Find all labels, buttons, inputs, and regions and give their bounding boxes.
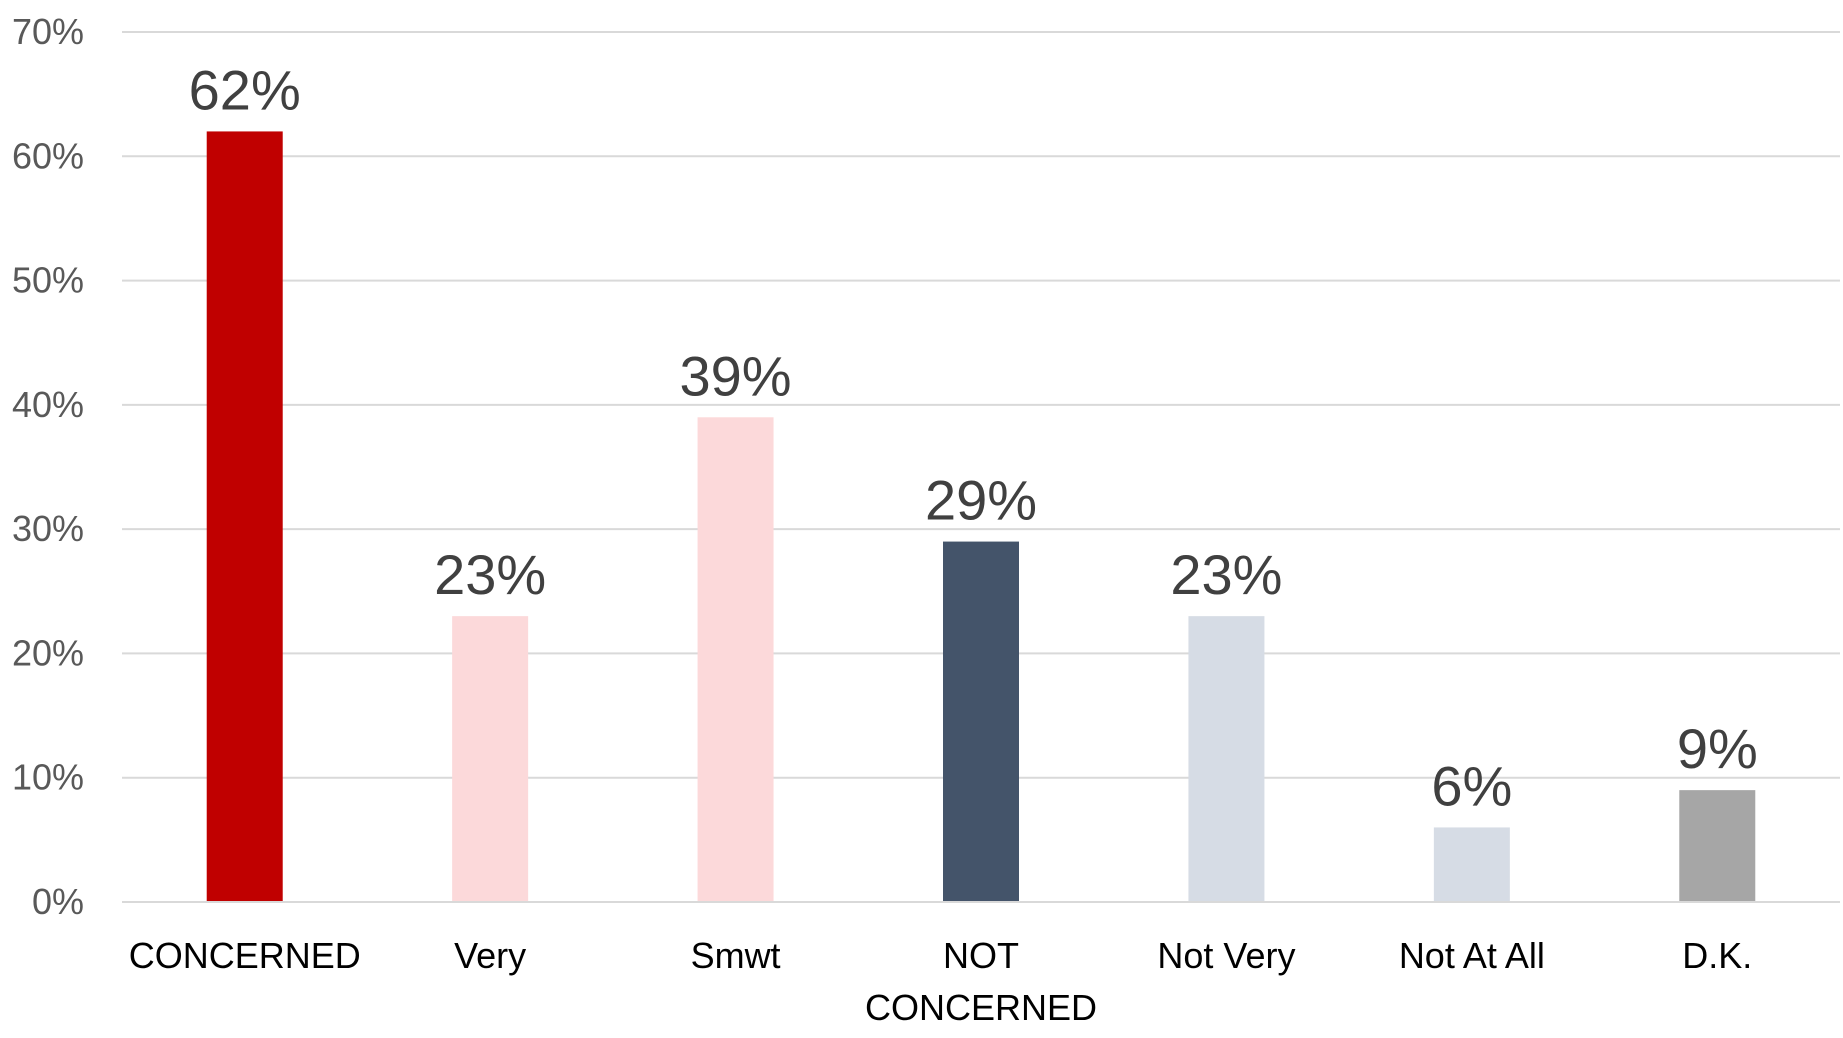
x-tick-label: D.K. (1682, 935, 1752, 976)
y-tick-label: 50% (12, 260, 84, 301)
bar (697, 417, 774, 902)
x-tick-label-line: CONCERNED (865, 987, 1097, 1028)
data-label: 6% (1431, 754, 1512, 817)
x-tick-label: Not Very (1157, 935, 1295, 976)
y-tick-label: 70% (12, 11, 84, 52)
data-label: 23% (434, 543, 546, 606)
x-tick-label: NOT CONCERNED (865, 935, 1097, 1028)
data-label: 62% (189, 58, 301, 121)
y-tick-label: 20% (12, 632, 84, 673)
x-tick-label: CONCERNED (129, 935, 361, 976)
x-tick-label-line: Very (454, 935, 526, 976)
x-tick-label-line: Not Very (1157, 935, 1295, 976)
x-axis-tick-labels: CONCERNED Very Smwt NOT CONCERNED Not Very Not… (129, 935, 1753, 1028)
bar (452, 616, 529, 902)
y-tick-label: 60% (12, 135, 84, 176)
y-axis-tick-labels: 0% 10% 20% 30% 40% 50% 60% 70% (12, 11, 84, 922)
bars (206, 131, 1756, 902)
x-tick-label: Smwt (691, 935, 781, 976)
x-tick-label-line: NOT (943, 935, 1019, 976)
x-tick-label-line: CONCERNED (129, 935, 361, 976)
x-tick-label-line: D.K. (1682, 935, 1752, 976)
x-tick-label-line: Not At All (1399, 935, 1545, 976)
gridlines (122, 31, 1840, 779)
y-tick-label: 0% (32, 881, 84, 922)
data-labels: 62% 23% 39% 29% 23% 6% 9% (189, 58, 1758, 817)
bar (206, 131, 283, 902)
bar (1188, 616, 1265, 902)
bar (1433, 827, 1510, 902)
y-tick-label: 10% (12, 757, 84, 798)
data-label: 23% (1170, 543, 1282, 606)
data-label: 29% (925, 469, 1037, 532)
bar (943, 541, 1019, 902)
bar (1679, 790, 1756, 902)
data-label: 39% (680, 344, 792, 407)
x-tick-label: Very (454, 935, 526, 976)
x-tick-label-line: Smwt (691, 935, 781, 976)
x-tick-label: Not At All (1399, 935, 1545, 976)
data-label: 9% (1677, 717, 1758, 780)
y-tick-label: 30% (12, 508, 84, 549)
y-tick-label: 40% (12, 384, 84, 425)
